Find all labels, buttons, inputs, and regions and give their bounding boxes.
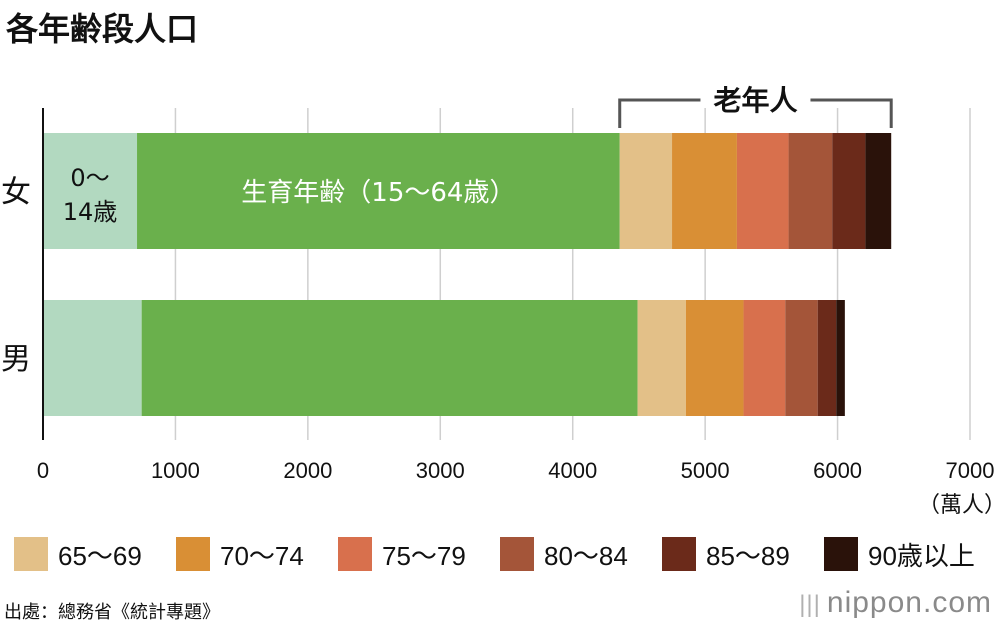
bar-segment-male-7 — [836, 300, 845, 416]
bracket-left — [618, 98, 701, 128]
bar-label-working: 生育年齢（15〜64歳） — [241, 178, 515, 208]
bar-segment-female-2 — [619, 133, 673, 249]
category-label: 女 — [1, 175, 31, 210]
legend-label: 65〜69 — [58, 540, 142, 571]
bar-segment-male-5 — [785, 300, 818, 416]
x-tick-label: 7000 — [946, 458, 995, 483]
legend-swatch — [176, 537, 210, 571]
bar-segment-male-3 — [685, 300, 744, 416]
bracket-right — [810, 98, 893, 128]
legend-label: 70〜74 — [220, 540, 304, 571]
legend-label: 90歳以上 — [868, 540, 975, 571]
bar-segment-female-1 — [137, 133, 620, 249]
legend-item-85-89: 85〜89 — [662, 534, 790, 574]
legend-swatch — [14, 537, 48, 571]
x-tick-label: 1000 — [151, 458, 200, 483]
legend-item-80-84: 80〜84 — [500, 534, 628, 574]
brand-name: nippon.com — [826, 586, 992, 619]
bar-segment-male-0 — [43, 300, 142, 416]
legend-item-70-74: 70〜74 — [176, 534, 304, 574]
legend-label: 80〜84 — [544, 540, 628, 571]
bar-segment-male-1 — [141, 300, 638, 416]
x-tick-label: 3000 — [416, 458, 465, 483]
bar-segment-female-5 — [788, 133, 833, 249]
legend-item-65-69: 65〜69 — [14, 534, 142, 574]
legend: 65〜69 70〜74 75〜79 80〜84 85〜89 90歳以上 — [14, 534, 994, 574]
x-tick-label: 6000 — [813, 458, 862, 483]
x-tick-label: 0 — [37, 458, 49, 483]
brand-bars-icon: ||| — [799, 591, 821, 618]
chart-title: 各年齢段人口 — [6, 10, 199, 48]
bar-segment-male-2 — [637, 300, 686, 416]
legend-swatch — [500, 537, 534, 571]
bar-segment-female-4 — [736, 133, 789, 249]
legend-item-75-79: 75〜79 — [338, 534, 466, 574]
bar-segment-male-6 — [817, 300, 837, 416]
stacked-bar-chart: 女男 0〜 14歳 生育年齢（15〜64歳） 老年人 0 1000 2000 3000 4000 5… — [1, 84, 1000, 518]
brand-logo[interactable]: ||| nippon.com — [799, 586, 992, 620]
legend-label: 85〜89 — [706, 540, 790, 571]
bar-label-young-line2: 14歳 — [63, 198, 118, 226]
x-axis-unit-label: （萬人） — [918, 493, 1000, 518]
bar-label-young-line1: 0〜 — [70, 164, 109, 192]
legend-swatch — [338, 537, 372, 571]
source-note: 出處：總務省《統計專題》 — [4, 602, 220, 623]
legend-label: 75〜79 — [382, 540, 466, 571]
bar-segment-male-4 — [743, 300, 786, 416]
bar-segment-female-7 — [865, 133, 892, 249]
legend-swatch — [662, 537, 696, 571]
bar-segment-female-3 — [672, 133, 737, 249]
legend-item-90-plus: 90歳以上 — [824, 534, 975, 574]
x-tick-label: 2000 — [283, 458, 332, 483]
bar-segment-female-0 — [43, 133, 138, 249]
bar-segment-female-6 — [832, 133, 866, 249]
legend-swatch — [824, 537, 858, 571]
x-tick-label: 4000 — [548, 458, 597, 483]
x-tick-label: 5000 — [681, 458, 730, 483]
bracket-label: 老年人 — [713, 84, 797, 117]
category-label: 男 — [1, 342, 31, 377]
